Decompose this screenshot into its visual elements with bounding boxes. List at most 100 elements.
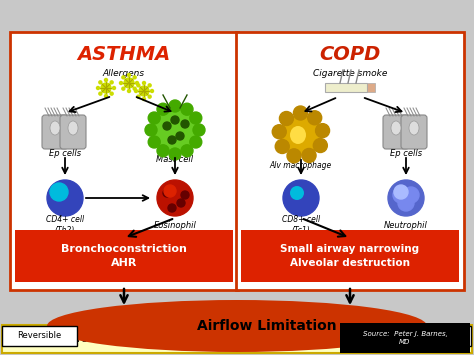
Circle shape	[119, 82, 122, 84]
Text: Ep cells: Ep cells	[49, 149, 81, 158]
Text: Source:  Peter J. Barnes,
MD: Source: Peter J. Barnes, MD	[363, 331, 447, 345]
Circle shape	[388, 180, 424, 216]
Circle shape	[403, 187, 419, 203]
FancyBboxPatch shape	[395, 326, 471, 346]
Circle shape	[110, 92, 113, 95]
Circle shape	[283, 180, 319, 216]
Circle shape	[313, 138, 328, 153]
Circle shape	[168, 204, 176, 212]
Circle shape	[181, 145, 193, 157]
Text: Neutrophil: Neutrophil	[384, 220, 428, 229]
FancyBboxPatch shape	[367, 83, 375, 92]
Circle shape	[394, 185, 408, 199]
Text: Allergens: Allergens	[103, 69, 145, 77]
FancyBboxPatch shape	[60, 115, 86, 149]
Circle shape	[171, 116, 179, 124]
Circle shape	[281, 115, 321, 155]
FancyBboxPatch shape	[2, 326, 77, 346]
Ellipse shape	[290, 186, 304, 200]
Circle shape	[124, 78, 134, 88]
Circle shape	[99, 81, 102, 84]
Circle shape	[135, 89, 137, 93]
Circle shape	[398, 195, 414, 211]
Circle shape	[169, 100, 181, 112]
Circle shape	[136, 82, 138, 84]
Circle shape	[143, 98, 146, 100]
Circle shape	[168, 136, 176, 144]
Text: Alv macrophage: Alv macrophage	[270, 160, 332, 169]
Circle shape	[148, 95, 151, 98]
FancyBboxPatch shape	[2, 325, 472, 353]
Circle shape	[169, 148, 181, 160]
Text: Ep cells: Ep cells	[390, 149, 422, 158]
Circle shape	[193, 124, 205, 136]
Circle shape	[97, 87, 100, 89]
Circle shape	[137, 84, 140, 87]
Ellipse shape	[290, 126, 306, 144]
Circle shape	[176, 132, 184, 140]
Circle shape	[110, 81, 113, 84]
FancyBboxPatch shape	[340, 323, 470, 353]
FancyBboxPatch shape	[42, 115, 68, 149]
Circle shape	[50, 183, 68, 201]
Text: Mast cell: Mast cell	[156, 155, 193, 164]
Text: Differences in Inflammation and its Consequences:  Asthma and COPD: Differences in Inflammation and its Cons…	[52, 334, 422, 344]
Circle shape	[157, 180, 193, 216]
Circle shape	[133, 87, 136, 90]
Circle shape	[275, 140, 289, 153]
Circle shape	[104, 94, 108, 98]
Circle shape	[101, 83, 111, 93]
FancyBboxPatch shape	[241, 230, 459, 282]
Circle shape	[151, 89, 154, 93]
Circle shape	[128, 73, 130, 76]
Text: Irreversible: Irreversible	[409, 332, 457, 340]
Text: Reversible: Reversible	[17, 332, 61, 340]
Circle shape	[316, 124, 329, 138]
FancyBboxPatch shape	[10, 32, 238, 290]
Circle shape	[148, 136, 160, 148]
Circle shape	[280, 111, 293, 126]
Circle shape	[308, 111, 322, 125]
Circle shape	[157, 145, 169, 157]
Text: ASTHMA: ASTHMA	[77, 45, 171, 65]
Circle shape	[137, 95, 140, 98]
Circle shape	[122, 76, 125, 79]
Text: Small airway narrowing
Alveolar destruction: Small airway narrowing Alveolar destruct…	[281, 244, 419, 268]
Text: COPD: COPD	[319, 45, 381, 65]
Ellipse shape	[409, 121, 419, 135]
Circle shape	[181, 191, 189, 199]
FancyBboxPatch shape	[401, 115, 427, 149]
Text: Cigarette smoke: Cigarette smoke	[313, 69, 387, 77]
Circle shape	[47, 180, 83, 216]
Ellipse shape	[47, 300, 427, 352]
Circle shape	[293, 106, 308, 120]
Circle shape	[128, 89, 130, 93]
Circle shape	[163, 122, 171, 130]
Circle shape	[145, 124, 157, 136]
Circle shape	[181, 120, 189, 128]
Circle shape	[164, 185, 176, 197]
Text: Eosinophil: Eosinophil	[154, 220, 196, 229]
Text: Bronchoconstriction
AHR: Bronchoconstriction AHR	[61, 244, 187, 268]
Circle shape	[133, 76, 136, 79]
Circle shape	[272, 125, 286, 139]
Circle shape	[190, 136, 202, 148]
Circle shape	[153, 108, 197, 152]
FancyBboxPatch shape	[236, 32, 464, 290]
Text: CD8+ cell
(Tc1): CD8+ cell (Tc1)	[282, 215, 320, 235]
Ellipse shape	[68, 121, 78, 135]
Circle shape	[148, 112, 160, 124]
Circle shape	[104, 78, 108, 82]
FancyBboxPatch shape	[325, 83, 367, 92]
Circle shape	[148, 84, 151, 87]
Ellipse shape	[50, 121, 60, 135]
Circle shape	[143, 82, 146, 84]
Circle shape	[190, 112, 202, 124]
Circle shape	[139, 86, 149, 96]
Text: Airflow Limitation: Airflow Limitation	[197, 319, 337, 333]
Circle shape	[112, 87, 116, 89]
Circle shape	[181, 103, 193, 115]
Circle shape	[177, 199, 185, 207]
Circle shape	[302, 148, 316, 163]
FancyBboxPatch shape	[15, 230, 233, 282]
